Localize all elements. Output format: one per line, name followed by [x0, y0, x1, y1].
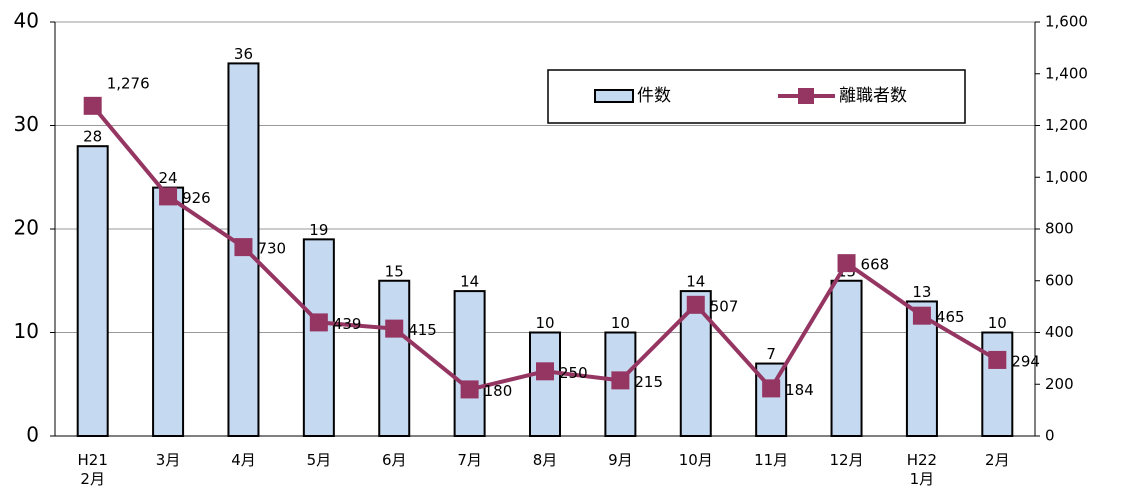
line-marker [912, 306, 931, 325]
line-value-label: 507 [710, 297, 739, 315]
line-value-label: 415 [408, 321, 437, 339]
y-tick-label: 30 [14, 112, 39, 136]
y2-tick-label: 800 [1045, 220, 1074, 238]
x-tick-label: 5月 [307, 451, 332, 469]
y2-tick-label: 1,400 [1045, 64, 1088, 82]
bar [604, 331, 637, 437]
y-tick-label: 20 [14, 216, 39, 240]
x-tick-line: 4月 [231, 451, 256, 469]
y2-tick-label: 1,200 [1045, 116, 1088, 134]
line-marker [611, 371, 630, 390]
bar [378, 279, 411, 437]
x-tick-line: 3月 [156, 451, 181, 469]
y-tick-label: 40 [14, 9, 39, 33]
line-marker [234, 238, 253, 257]
x-tick-label: H22 1月 [907, 451, 937, 488]
bar-value-label: 10 [535, 314, 554, 332]
line-marker [385, 319, 404, 338]
x-tick-line: 7月 [457, 451, 482, 469]
x-tick-line: 5月 [307, 451, 332, 469]
bar-value-label: 14 [686, 273, 705, 291]
x-tick-label: 4月 [231, 451, 256, 469]
y2-tick-label: 0 [1045, 427, 1055, 445]
y2-tick-label: 400 [1045, 323, 1074, 341]
x-tick-line: 12月 [829, 451, 863, 469]
x-tick-label: 11月 [754, 451, 788, 469]
y2-tick-label: 1,600 [1045, 13, 1088, 31]
x-tick-line: 2月 [985, 451, 1010, 469]
x-tick-line: 10月 [679, 451, 713, 469]
line-marker [686, 295, 705, 314]
line-marker [988, 350, 1007, 369]
bar-value-label: 28 [83, 128, 102, 146]
line-marker [83, 96, 102, 115]
bar [76, 145, 109, 437]
x-tick-label: 2月 [985, 451, 1010, 469]
bar-value-label: 36 [234, 45, 253, 63]
x-tick-line: 8月 [533, 451, 558, 469]
x-tick-label: 6月 [382, 451, 407, 469]
line-value-label: 926 [182, 189, 211, 207]
bar-value-label: 24 [159, 169, 178, 187]
line-value-label: 294 [1011, 352, 1040, 370]
x-tick-line: H22 [907, 451, 937, 469]
y-tick-label: 10 [14, 319, 39, 343]
bar [529, 331, 561, 437]
y2-tick-label: 600 [1045, 271, 1074, 289]
bar-value-label: 14 [460, 273, 479, 291]
legend-marker [798, 88, 814, 104]
bar-value-label: 10 [611, 314, 630, 332]
y2-tick-label: 1,000 [1045, 168, 1088, 186]
bar [981, 331, 1014, 437]
bar-value-label: 10 [988, 314, 1007, 332]
x-tick-label: 9月 [608, 451, 633, 469]
x-tick-line: H21 [78, 451, 108, 469]
line-marker [762, 379, 781, 398]
bar-value-label: 13 [912, 283, 931, 301]
x-tick-line: 6月 [382, 451, 407, 469]
line-value-label: 730 [257, 240, 286, 258]
bar [152, 186, 185, 437]
bar-value-label: 7 [766, 345, 776, 363]
line-value-label: 465 [936, 308, 965, 326]
bar-value-label: 15 [385, 262, 404, 280]
legend-label: 離職者数 [839, 86, 907, 106]
line-value-label: 250 [559, 364, 588, 382]
x-tick-label: 7月 [457, 451, 482, 469]
line-marker [460, 380, 479, 399]
x-tick-label: H21 2月 [78, 451, 108, 488]
x-tick-line: 2月 [80, 470, 105, 488]
x-tick-label: 3月 [156, 451, 181, 469]
x-tick-label: 8月 [533, 451, 558, 469]
line-value-label: 215 [634, 373, 663, 391]
line-marker [159, 187, 178, 206]
line-marker [837, 254, 856, 273]
line-marker [536, 362, 554, 381]
bar [302, 238, 335, 437]
line-value-label: 180 [484, 382, 513, 400]
line-value-label: 184 [785, 381, 814, 399]
bar [453, 290, 486, 437]
line-value-label: 439 [333, 315, 362, 333]
bar [830, 279, 863, 437]
legend-label: 件数 [637, 86, 671, 106]
x-tick-line: 1月 [910, 470, 935, 488]
line-marker [309, 313, 328, 332]
x-tick-line: 9月 [608, 451, 633, 469]
x-tick-label: 10月 [679, 451, 713, 469]
x-tick-line: 11月 [754, 451, 788, 469]
x-tick-label: 12月 [829, 451, 863, 469]
line-value-label: 668 [861, 256, 890, 274]
bar-value-label: 19 [309, 221, 328, 239]
y2-tick-label: 200 [1045, 375, 1074, 393]
y-tick-label: 0 [26, 423, 39, 447]
legend-swatch [594, 89, 634, 103]
line-value-label: 1,276 [107, 74, 150, 92]
